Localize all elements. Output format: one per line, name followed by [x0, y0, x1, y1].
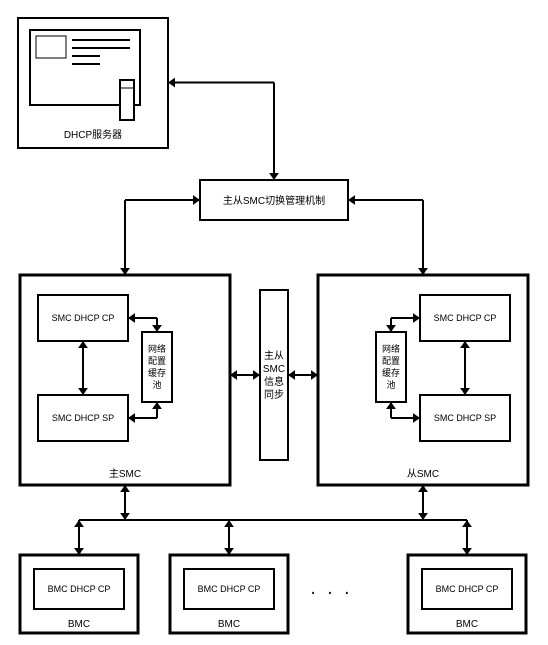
bmc-inner-label: BMC DHCP CP: [198, 584, 261, 594]
slave-smc-cache: [376, 332, 406, 402]
arrowhead: [74, 520, 84, 527]
vtext: 同步: [264, 389, 284, 401]
vtext: 缓存: [382, 367, 400, 378]
arrowhead: [269, 173, 279, 180]
arrowhead: [348, 195, 355, 205]
server-icon: [120, 80, 134, 120]
ellipsis: · · ·: [309, 586, 351, 602]
bmc-inner-label: BMC DHCP CP: [48, 584, 111, 594]
main-smc-label: 主SMC: [109, 468, 141, 480]
vtext: 池: [152, 379, 161, 390]
bmc-label: BMC: [456, 619, 478, 630]
slave-smc-label: 从SMC: [407, 469, 439, 480]
vtext: SMC: [263, 364, 285, 375]
slave-smc-sp-label: SMC DHCP SP: [434, 413, 496, 423]
vtext: 池: [386, 379, 395, 390]
arrowhead: [462, 520, 472, 527]
arrowhead: [120, 513, 130, 520]
bmc-inner-label: BMC DHCP CP: [436, 584, 499, 594]
vtext: 配置: [148, 356, 166, 366]
main-smc-sp-label: SMC DHCP SP: [52, 413, 114, 423]
main-smc-cache: [142, 332, 172, 402]
vtext: 网络: [382, 343, 400, 354]
bmc-label: BMC: [68, 619, 90, 630]
vtext: 信息: [264, 375, 284, 388]
dhcp-server-label: DHCP服务器: [64, 128, 122, 141]
vtext: 缓存: [148, 367, 166, 378]
switch-mgr-label: 主从SMC切换管理机制: [223, 194, 325, 207]
arrowhead: [253, 370, 260, 380]
vtext: 主从: [264, 350, 284, 362]
arrowhead: [224, 520, 234, 527]
vtext: 网络: [148, 343, 166, 354]
arrowhead: [168, 78, 175, 88]
slave-smc-cp-label: SMC DHCP CP: [434, 313, 497, 323]
arrowhead: [288, 370, 295, 380]
bmc-label: BMC: [218, 619, 240, 630]
arrowhead: [418, 513, 428, 520]
sync-box: [260, 290, 288, 460]
arrowhead: [193, 195, 200, 205]
main-smc-cp-label: SMC DHCP CP: [52, 313, 115, 323]
vtext: 配置: [382, 356, 400, 366]
